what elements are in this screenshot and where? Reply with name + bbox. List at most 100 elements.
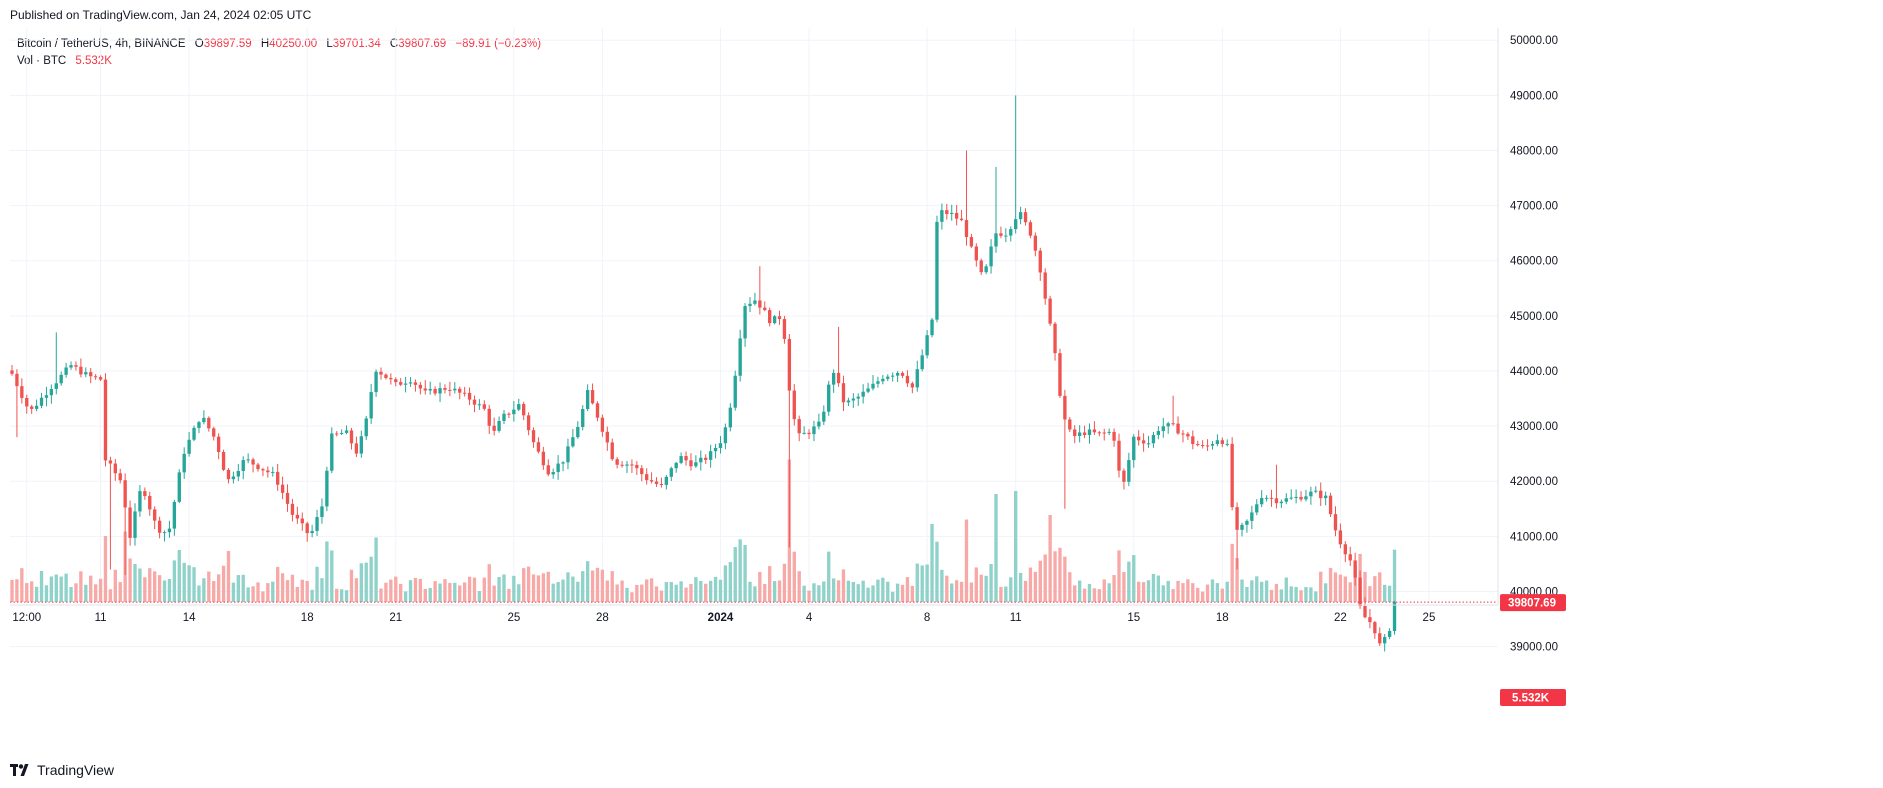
candle-body	[723, 427, 728, 444]
candle-body	[925, 335, 929, 356]
volume-bar	[167, 579, 172, 602]
candle-body	[905, 375, 910, 384]
candle-body	[448, 389, 452, 391]
candle	[753, 292, 757, 306]
candle	[974, 243, 978, 267]
candle-body	[108, 460, 113, 464]
candle-body	[950, 212, 954, 215]
volume-bar	[1077, 580, 1082, 602]
candle-body	[1181, 433, 1185, 435]
candle-body	[1009, 229, 1013, 236]
volume-bar	[497, 577, 501, 602]
candle-body	[1240, 524, 1244, 530]
volume-bar	[1191, 583, 1195, 602]
candle	[108, 456, 113, 570]
candle	[856, 393, 860, 406]
candle	[772, 315, 777, 325]
volume-bar	[841, 569, 846, 602]
candle-body	[994, 233, 998, 247]
volume-bar	[1009, 577, 1013, 602]
candle	[69, 361, 73, 370]
candle-body	[1343, 544, 1347, 555]
volume-bar	[817, 585, 821, 602]
candle	[221, 449, 226, 471]
candle-body	[438, 388, 442, 394]
candle-body	[1215, 440, 1220, 445]
candle	[344, 425, 349, 435]
candle	[610, 438, 614, 461]
candle-body	[1269, 497, 1274, 499]
candle-body	[590, 390, 595, 404]
volume-bar	[320, 578, 324, 602]
candle-body	[1171, 423, 1175, 425]
candle-body	[1092, 429, 1097, 433]
candle-body	[620, 464, 624, 466]
volume-bar	[654, 586, 659, 602]
candle-body	[1023, 212, 1028, 223]
candle-body	[595, 403, 600, 418]
candle-body	[512, 409, 516, 415]
candle-body	[526, 415, 531, 431]
candle	[467, 387, 472, 406]
tradingview-brand[interactable]: TradingView	[10, 762, 114, 778]
candle	[1063, 389, 1067, 509]
candle	[271, 466, 275, 477]
candle-body	[133, 511, 137, 538]
candle	[507, 412, 511, 418]
candle-body	[748, 303, 752, 307]
candle	[1092, 421, 1097, 435]
candle	[20, 378, 24, 404]
legend-symbol[interactable]: Bitcoin / TetherUS, 4h, BINANCE	[17, 38, 186, 50]
candle-body	[625, 464, 629, 466]
volume-bar	[1274, 583, 1279, 602]
candle	[895, 371, 900, 383]
tradingview-brand-name: TradingView	[37, 762, 115, 778]
candle	[546, 459, 550, 477]
candle	[950, 204, 954, 221]
volume-bar	[512, 575, 516, 602]
candle-body	[797, 419, 801, 434]
candle	[812, 420, 816, 442]
candle-body	[989, 246, 993, 267]
volume-bar	[1260, 581, 1264, 602]
candle-body	[497, 420, 501, 431]
candle	[128, 500, 132, 546]
time-axis: 12:00 11 14 18 21 25 28 2024 4 8 11 15 18 22 25	[10, 604, 1498, 624]
candle	[359, 430, 363, 458]
candle-body	[399, 382, 403, 385]
candle	[335, 431, 339, 437]
candle-body	[881, 378, 885, 382]
candle	[1122, 468, 1126, 490]
candle-body	[1122, 470, 1126, 482]
volume-bar	[39, 571, 44, 602]
volume-bar	[1146, 580, 1151, 602]
candle	[585, 384, 590, 412]
candle-body	[777, 316, 782, 320]
candle	[536, 437, 541, 454]
candle	[1294, 489, 1298, 504]
legend-volume-label[interactable]: Vol · BTC	[17, 55, 67, 67]
candle-body	[645, 474, 649, 481]
volume-bar	[458, 585, 462, 602]
volume-bar	[1082, 588, 1087, 602]
tradingview-logo-icon	[10, 764, 29, 776]
volume-bar	[467, 576, 472, 602]
candle	[423, 380, 427, 395]
candle	[964, 150, 969, 246]
volume-bar	[812, 583, 816, 602]
candle	[1269, 489, 1274, 507]
volume-bar	[1299, 590, 1303, 602]
candle	[448, 381, 452, 397]
candle	[522, 401, 526, 421]
volume-bar	[256, 582, 260, 602]
candle	[1181, 430, 1185, 443]
candle	[103, 373, 108, 467]
volume-bar	[1161, 585, 1165, 602]
candle	[384, 373, 388, 380]
volume-bar	[182, 562, 186, 602]
candle	[1053, 321, 1057, 361]
price-tick-label: 44000.00	[1510, 366, 1558, 378]
volume-bar	[462, 582, 467, 602]
legend-open-value: 39897.59	[203, 38, 252, 50]
